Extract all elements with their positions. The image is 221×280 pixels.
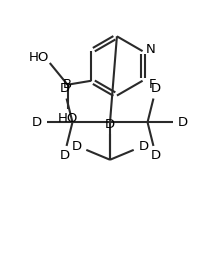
Text: D: D — [32, 116, 42, 129]
Text: F: F — [149, 78, 156, 91]
Text: D: D — [150, 82, 160, 95]
Text: D: D — [105, 118, 115, 131]
Text: D: D — [71, 140, 82, 153]
Text: D: D — [178, 116, 188, 129]
Text: D: D — [59, 82, 70, 95]
Text: HO: HO — [29, 51, 49, 64]
Text: B: B — [63, 78, 72, 91]
Text: N: N — [146, 43, 155, 56]
Text: D: D — [150, 149, 160, 162]
Text: HO: HO — [57, 112, 78, 125]
Text: D: D — [139, 140, 149, 153]
Text: D: D — [59, 149, 70, 162]
